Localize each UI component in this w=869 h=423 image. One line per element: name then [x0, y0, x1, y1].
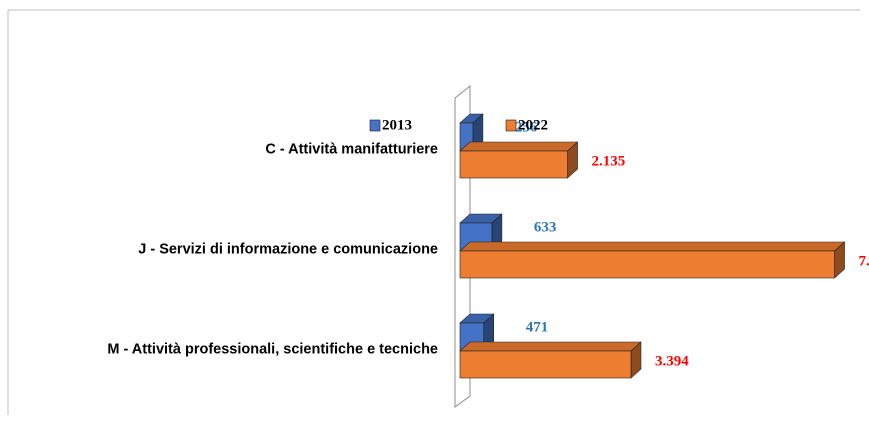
data-label: 3.394	[655, 353, 689, 369]
legend-swatch	[505, 119, 517, 132]
bar-front	[459, 350, 632, 379]
bar-top	[459, 341, 642, 352]
bar-front	[459, 250, 835, 279]
legend-label: 2013	[382, 117, 412, 133]
legend-label: 2022	[518, 117, 548, 133]
bar	[459, 241, 846, 279]
legend-swatch	[369, 119, 381, 132]
bar-top	[459, 241, 846, 252]
data-label: 633	[534, 219, 557, 235]
bar	[459, 141, 579, 179]
bar	[459, 341, 642, 379]
bar-top	[459, 141, 579, 152]
bar-front	[459, 150, 568, 179]
category-label: C - Attività manifatturiere	[265, 141, 438, 158]
data-label: 7.435	[859, 253, 869, 269]
category-label: M - Attività professionali, scientifiche…	[107, 341, 438, 358]
data-label: 2.135	[592, 153, 626, 169]
data-label: 256	[515, 119, 538, 135]
data-label: 471	[526, 319, 549, 335]
bar	[459, 313, 495, 351]
back-wall	[454, 84, 471, 408]
category-label: J - Servizi di informazione e comunicazi…	[138, 241, 438, 258]
